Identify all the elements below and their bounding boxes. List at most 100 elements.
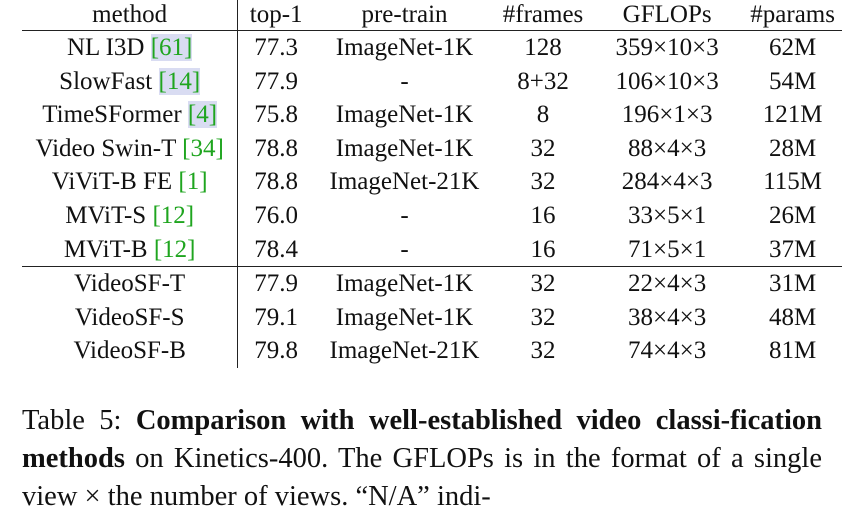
caption-bold-title: Comparison with well-established video c… — [22, 405, 822, 474]
cell-params: 54M — [769, 67, 817, 95]
header-params: #params — [743, 0, 842, 31]
cell-params: 115M — [763, 168, 823, 196]
cell-params: 26M — [769, 201, 817, 229]
cell-method: MViT-S [12] — [22, 199, 238, 233]
cell-gflops: 88×4×3 — [628, 134, 707, 162]
table-row: SlowFast [14] 77.9-8+32 106×10×3 54M — [22, 64, 842, 99]
header-gflops: GFLOPs — [591, 0, 744, 31]
cell-top1: 78.8 — [237, 131, 314, 166]
method-name: TimeSFormer — [42, 101, 182, 129]
table-row: MViT-S [12] 76.0-16 33×5×1 26M — [22, 198, 842, 233]
table-row: ViViT-B FE [1] 78.8 ImageNet-21K 32 284×4×3 1… — [22, 165, 842, 199]
cell-frames: 32 — [530, 270, 556, 298]
table-row: VideoSF-S 79.1 ImageNet-1K 32 38×4×3 48M — [22, 300, 842, 335]
cell-pretrain: - — [400, 201, 409, 229]
cell-frames: 32 — [530, 337, 556, 365]
method-name: SlowFast — [59, 67, 153, 95]
table-row: VideoSF-B 79.8 ImageNet-21K 32 74×4×3 81M — [22, 334, 842, 368]
cell-gflops: 71×5×1 — [591, 232, 744, 268]
method-name: MViT-B — [63, 235, 148, 263]
cell-top1: 77.9 — [237, 64, 314, 99]
cell-top1: 78.4 — [237, 232, 314, 268]
cell-top1: 75.8 — [237, 98, 314, 132]
method-name: MViT-S — [65, 201, 147, 229]
cell-pretrain: ImageNet-21K — [329, 337, 480, 365]
cell-pretrain: ImageNet-1K — [335, 34, 474, 61]
cell-pretrain: ImageNet-21K — [329, 168, 480, 196]
cell-params: 37M — [743, 232, 842, 268]
method-name: ViViT-B FE — [51, 168, 173, 196]
cell-gflops: 196×1×3 — [621, 101, 713, 129]
cell-top1: 79.1 — [237, 300, 314, 335]
caption-body: on Kinetics-400. The GFLOPs is in the fo… — [22, 443, 822, 512]
table-row: MViT-B [12] 78.4-16 71×5×1 37M — [22, 232, 842, 268]
citation-link[interactable]: [1] — [178, 168, 208, 196]
cell-top1: 78.8 — [237, 165, 314, 199]
citation-link[interactable]: [4] — [187, 101, 218, 129]
cell-method: NL I3D [61] — [22, 31, 238, 65]
cell-gflops: 106×10×3 — [615, 67, 719, 95]
table-body: NL I3D [61] 77.3 ImageNet-1K 128 359×10×3 62M… — [22, 30, 842, 368]
cell-gflops: 38×4×3 — [628, 303, 707, 331]
citation-link[interactable]: [61] — [150, 34, 193, 61]
cell-gflops: 74×4×3 — [628, 337, 707, 365]
citation-link[interactable]: [14] — [158, 67, 201, 95]
method-name: Video Swin-T — [35, 134, 176, 162]
cell-pretrain: - — [313, 232, 496, 268]
cell-pretrain: ImageNet-1K — [335, 270, 474, 298]
cell-params: 28M — [769, 134, 817, 162]
cell-method: VideoSF-S — [22, 301, 238, 335]
cell-top1: 77.3 — [237, 30, 314, 65]
cell-method: MViT-B [12] — [22, 232, 238, 268]
results-table: method top-1 pre-train #frames GFLOPs #p… — [22, 0, 842, 368]
header-method: method — [22, 0, 238, 31]
table-header-row: method top-1 pre-train #frames GFLOPs #p… — [22, 0, 842, 31]
cell-gflops: 359×10×3 — [615, 34, 719, 61]
cell-pretrain: ImageNet-1K — [335, 101, 474, 129]
table-row: Video Swin-T [34] 78.8 ImageNet-1K 32 88×4×3… — [22, 131, 842, 166]
cell-pretrain: ImageNet-1K — [335, 303, 474, 331]
cell-frames: 32 — [530, 168, 556, 196]
cell-params: 31M — [769, 270, 817, 298]
cell-params: 81M — [769, 337, 817, 365]
table-caption: Table 5: Comparison with well-establishe… — [22, 402, 822, 516]
cell-pretrain: - — [400, 67, 409, 95]
cell-frames: 32 — [530, 134, 556, 162]
header-top1: top-1 — [237, 0, 314, 31]
cell-top1: 76.0 — [237, 198, 314, 233]
method-name: VideoSF-S — [74, 303, 185, 331]
cell-frames: 16 — [495, 232, 591, 268]
cell-gflops: 284×4×3 — [621, 168, 713, 196]
cell-top1: 79.8 — [237, 334, 314, 368]
cell-frames: 8 — [536, 101, 550, 129]
cell-frames: 32 — [530, 303, 556, 331]
table-row: VideoSF-T 77.9 ImageNet-1K 32 22×4×3 31M — [22, 266, 842, 301]
cell-params: 62M — [769, 34, 817, 61]
cell-pretrain: ImageNet-1K — [335, 134, 474, 162]
cell-params: 48M — [769, 303, 817, 331]
header-frames: #frames — [495, 0, 591, 31]
cell-frames: 16 — [530, 201, 556, 229]
caption-label: Table 5: — [22, 405, 136, 436]
cell-gflops: 33×5×1 — [628, 201, 707, 229]
cell-method: Video Swin-T [34] — [22, 132, 238, 166]
cell-params: 121M — [762, 101, 823, 129]
cell-frames: 128 — [524, 34, 562, 61]
table-row: TimeSFormer [4] 75.8 ImageNet-1K 8 196×1×3 12… — [22, 98, 842, 132]
citation-link[interactable]: [12] — [152, 201, 195, 229]
method-name: VideoSF-T — [74, 270, 186, 298]
citation-link[interactable]: [34] — [182, 134, 224, 162]
cell-method: SlowFast [14] — [22, 65, 238, 99]
cell-frames: 8+32 — [517, 67, 569, 95]
citation-link[interactable]: [12] — [153, 235, 196, 263]
cell-top1: 77.9 — [237, 266, 314, 301]
cell-method: ViViT-B FE [1] — [22, 165, 238, 199]
cell-method: TimeSFormer [4] — [22, 98, 238, 132]
cell-gflops: 22×4×3 — [628, 270, 707, 298]
header-pretrain: pre-train — [313, 0, 496, 31]
table-row: NL I3D [61] 77.3 ImageNet-1K 128 359×10×3 62M — [22, 30, 842, 65]
method-name: NL I3D — [66, 34, 145, 61]
method-name: VideoSF-B — [73, 337, 186, 365]
cell-method: VideoSF-B — [22, 334, 238, 368]
cell-method: VideoSF-T — [22, 267, 238, 301]
